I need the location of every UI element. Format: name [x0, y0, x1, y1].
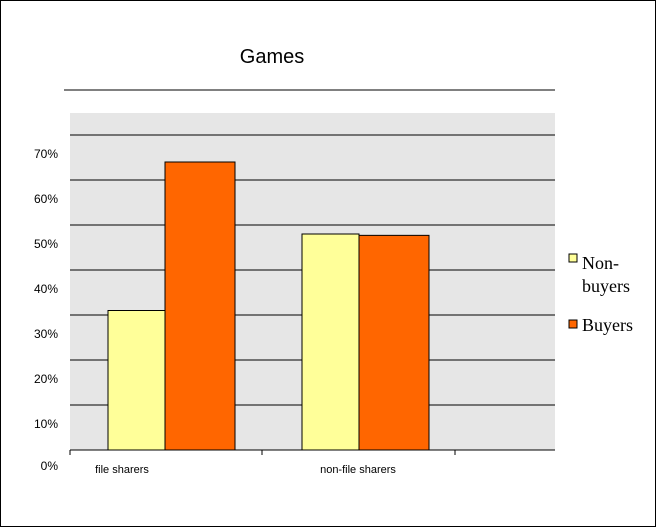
y-tick-label: 10% — [34, 417, 58, 431]
legend-label-buyers: Buyers — [582, 315, 633, 335]
legend-swatch-buyers — [568, 319, 578, 329]
chart-title: Games — [240, 46, 304, 68]
legend-label-non-buyers: Non- — [582, 253, 619, 273]
x-category-label: non-file sharers — [320, 464, 396, 476]
bar-buyers-0 — [164, 161, 236, 451]
y-tick-label: 60% — [34, 192, 58, 206]
legend: Non-buyers Buyers — [568, 253, 633, 335]
y-tick-label: 70% — [34, 147, 58, 161]
bar-non-buyers-1 — [301, 233, 360, 451]
y-axis-tick-labels: 0% 10% 20% 30% 40% 50% 60% 70% — [34, 147, 58, 473]
y-tick-label: 40% — [34, 282, 58, 296]
bar-non-buyers-0 — [107, 310, 166, 451]
bars — [107, 161, 430, 451]
y-tick-label: 30% — [34, 327, 58, 341]
x-category-label: file sharers — [95, 464, 149, 476]
y-tick-label: 20% — [34, 372, 58, 386]
legend-label-non-buyers-line2: buyers — [582, 276, 630, 296]
x-axis — [69, 449, 555, 455]
x-axis-category-labels: file sharers non-file sharers — [95, 464, 396, 476]
legend-swatch-non-buyers — [568, 253, 578, 263]
y-tick-label: 0% — [41, 459, 59, 473]
bar-buyers-1 — [358, 234, 430, 451]
y-tick-label: 50% — [34, 237, 58, 251]
